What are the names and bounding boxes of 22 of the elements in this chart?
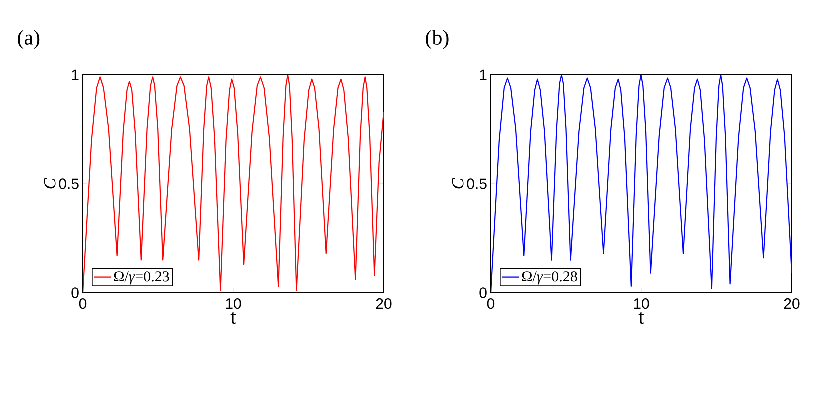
chart-title: (a) [18,30,40,50]
y-tick-label: 0 [480,288,487,298]
x-axis-title: t [230,312,236,324]
legend-label: Ω/γ=0.28 [522,272,578,285]
y-tick-label: 0.5 [467,178,487,190]
y-axis-title: C [44,178,56,189]
y-tick-label: 0 [72,288,79,298]
x-axis-title: t [638,312,644,324]
x-tick-label: 0 [79,298,87,310]
line-series [83,74,384,293]
chart-title: (b) [426,30,449,50]
x-tick-label: 0 [487,298,495,310]
x-tick-label: 10 [226,298,242,310]
x-tick-label: 20 [376,298,392,310]
x-tick-label: 20 [784,298,800,310]
y-axis-title: C [452,178,464,189]
y-tick-label: 1 [480,70,487,80]
y-tick-label: 1 [72,70,79,80]
line-series [491,74,792,293]
legend-label: Ω/γ=0.23 [114,272,170,285]
x-tick-label: 10 [634,298,650,310]
y-tick-label: 0.5 [59,178,79,190]
